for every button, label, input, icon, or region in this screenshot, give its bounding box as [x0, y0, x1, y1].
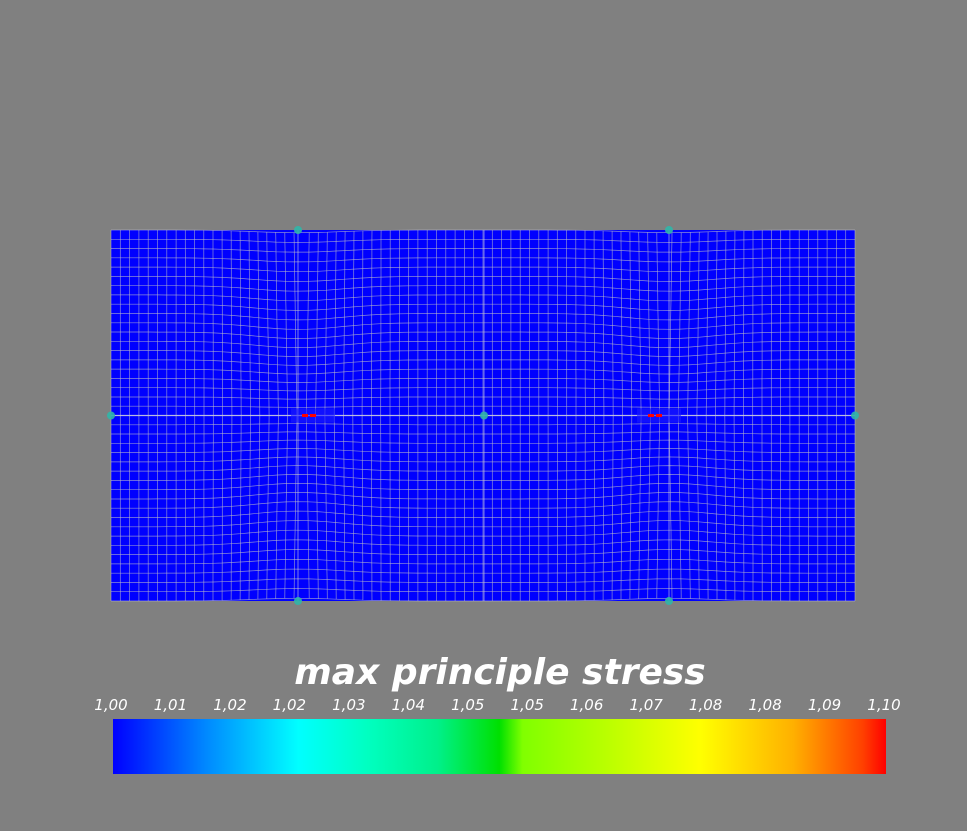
- mesh-line-horizontal: [111, 238, 855, 243]
- stress-node-marker: [107, 411, 115, 420]
- mesh-line-horizontal: [111, 248, 855, 253]
- legend-tick-label: 1,05: [451, 696, 485, 714]
- crack-tip-marker: [302, 414, 308, 417]
- mesh-line-horizontal: [111, 359, 855, 366]
- mesh-line-horizontal: [111, 431, 855, 435]
- crack-tip-marker: [648, 414, 654, 417]
- mesh-line-horizontal: [111, 483, 855, 491]
- legend-tick-row: 1,00 1,01 1,02 1,02 1,03 1,04 1,05 1,05 1,06 1,07…: [0, 696, 967, 716]
- mesh-line-horizontal: [111, 465, 855, 472]
- legend-tick-label: 1,00: [94, 696, 128, 714]
- mesh-line-horizontal: [111, 303, 855, 311]
- mesh-line-horizontal: [111, 439, 855, 444]
- legend-tick-label: 1,08: [748, 696, 782, 714]
- legend-tick-label: 1,07: [629, 696, 663, 714]
- mesh-line-horizontal: [111, 568, 855, 574]
- stress-node-marker: [665, 597, 673, 605]
- mesh-line-horizontal: [111, 387, 855, 392]
- legend-tick-label: 1,03: [332, 696, 366, 714]
- mesh-line-horizontal: [111, 529, 855, 537]
- mesh-line-horizontal: [111, 448, 855, 453]
- mesh-line-horizontal: [111, 340, 855, 348]
- mesh-line-horizontal: [111, 558, 855, 565]
- mesh-line-horizontal: [111, 322, 855, 330]
- mesh-line-horizontal: [111, 350, 855, 357]
- legend-title: max principle stress: [294, 652, 706, 693]
- mesh-line-horizontal: [111, 266, 855, 273]
- mesh-line-horizontal: [111, 378, 855, 383]
- mesh-line-horizontal: [111, 396, 855, 400]
- legend-tick-label: 1,10: [867, 696, 901, 714]
- legend-tick-label: 1,02: [272, 696, 307, 714]
- mesh-line-horizontal: [111, 520, 855, 528]
- mesh-line-horizontal: [111, 229, 855, 234]
- stress-node-marker: [294, 597, 302, 605]
- legend-tick-label: 1,08: [688, 696, 723, 714]
- mesh-line-horizontal: [111, 597, 855, 602]
- mesh-line-horizontal: [111, 588, 855, 593]
- mesh-line-horizontal: [111, 423, 855, 426]
- mesh-line-horizontal: [111, 285, 855, 292]
- stress-node-marker: [480, 411, 488, 420]
- crack-tip-marker: [310, 414, 316, 417]
- mesh-line-horizontal: [111, 578, 855, 583]
- crack-tip-marker: [656, 414, 662, 417]
- legend-tick-label: 1,04: [391, 696, 425, 714]
- mesh-line-horizontal: [111, 331, 855, 339]
- mesh-line-horizontal: [111, 501, 855, 509]
- legend-tick-label: 1,06: [569, 696, 604, 714]
- mesh-line-horizontal: [111, 510, 855, 518]
- mesh-line-horizontal: [111, 539, 855, 546]
- mesh-line-horizontal: [111, 294, 855, 302]
- mesh-line-horizontal: [111, 456, 855, 463]
- colorbar: [113, 719, 886, 774]
- legend-tick-label: 1,09: [807, 696, 842, 714]
- stress-node-marker: [294, 226, 302, 234]
- legend-tick-label: 1,02: [213, 696, 247, 714]
- legend-tick-label: 1,01: [153, 696, 188, 714]
- mesh-line-horizontal: [111, 405, 855, 408]
- mesh-line-horizontal: [111, 276, 855, 282]
- mesh-line-horizontal: [111, 368, 855, 375]
- stress-node-marker: [851, 411, 859, 420]
- mesh-line-horizontal: [111, 549, 855, 555]
- stress-node-marker: [665, 226, 673, 234]
- mesh-line-horizontal: [111, 313, 855, 321]
- mesh-line-horizontal: [111, 257, 855, 263]
- mesh-line-horizontal: [111, 492, 855, 500]
- legend-tick-label: 1,05: [510, 696, 544, 714]
- mesh-line-horizontal: [111, 474, 855, 481]
